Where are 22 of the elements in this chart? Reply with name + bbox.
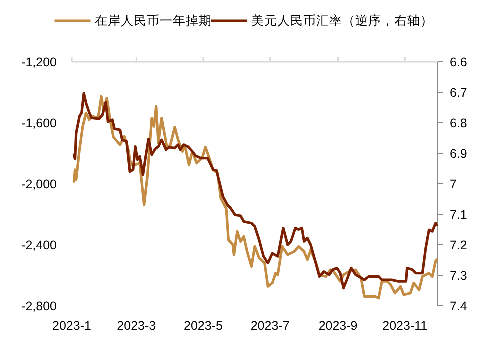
x-tick-label: 2023-1 [52,319,92,333]
y2-tick-label: 7 [450,178,457,192]
legend-label: 美元人民币汇率（逆序，右轴） [251,13,434,28]
y2-tick-label: 6.6 [450,56,468,70]
x-tick-label: 2023-3 [117,319,156,333]
y2-tick-label: 7.3 [450,269,468,283]
y2-tick-label: 6.7 [450,86,468,100]
x-tick-label: 2023-9 [318,319,358,333]
y-tick-label: -2,800 [22,300,58,314]
x-tick-label: 2023-7 [250,319,290,333]
y2-tick-label: 7.1 [450,208,468,222]
x-tick-label: 2023-11 [382,319,428,333]
y2-tick-label: 6.8 [450,116,468,130]
y2-tick-label: 6.9 [450,147,468,161]
y-tick-label: -2,000 [22,178,58,192]
y2-tick-label: 7.2 [450,238,468,252]
y-tick-label: -1,200 [22,56,58,70]
legend-label: 在岸人民币一年掉期 [94,14,212,28]
y-tick-label: -2,400 [22,238,58,252]
y2-tick-label: 7.4 [450,300,468,314]
y-tick-label: -1,600 [22,116,58,130]
x-tick-label: 2023-5 [184,319,223,333]
